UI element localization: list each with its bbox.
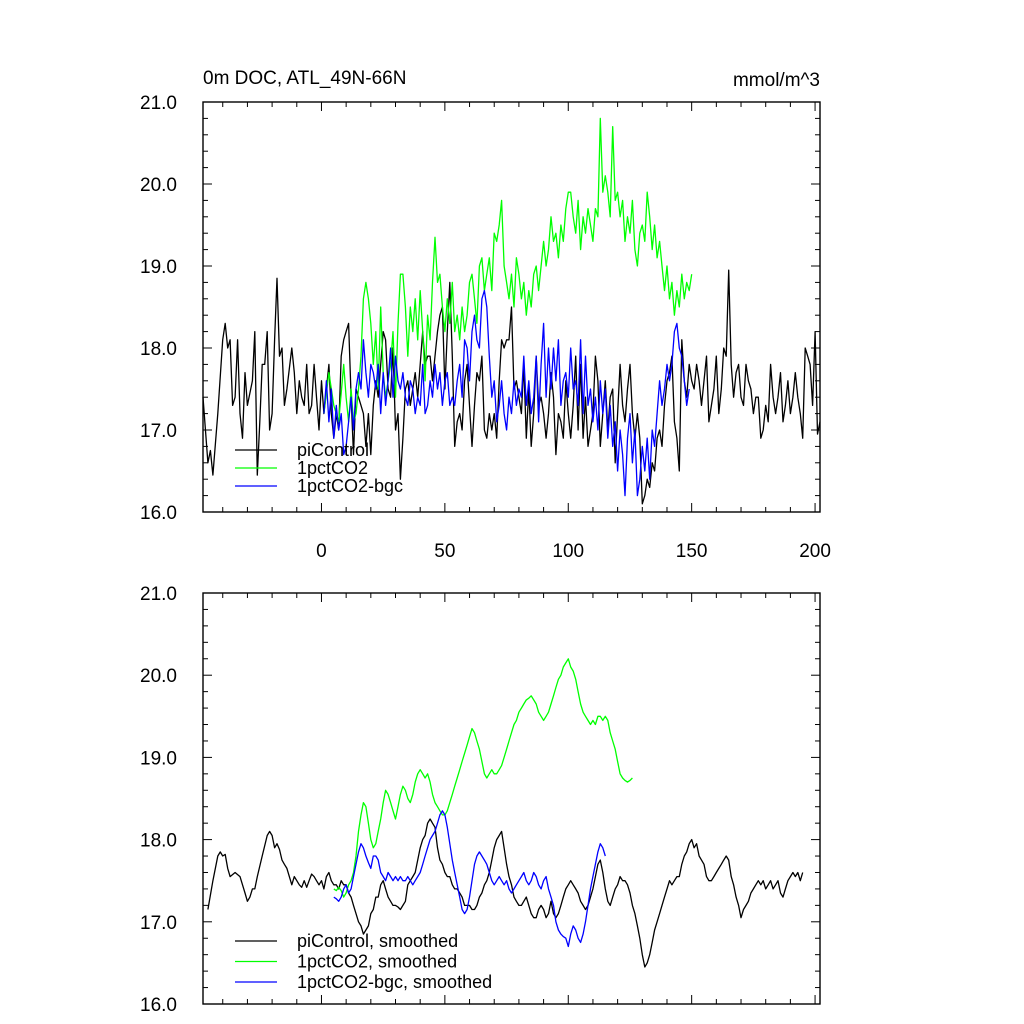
panel-top-xtick-labels: 0 50 100 150 200 xyxy=(316,541,831,562)
series-line-picontrol xyxy=(202,269,821,505)
xtick-label: 0 xyxy=(316,541,327,562)
legend-label: 1pctCO2-bgc, smoothed xyxy=(297,972,492,992)
panel-top: 0m DOC, ATL_49N-66N mmol/m^3 16.0 17.0 18.… xyxy=(140,68,831,562)
panel-bottom: 16.0 17.0 18.0 19.0 20.0 21.0 piControl, smoo… xyxy=(140,584,821,1016)
panel-top-ytick-labels: 16.0 17.0 18.0 19.0 20.0 21.0 xyxy=(140,93,177,524)
ytick-label: 19.0 xyxy=(140,748,177,769)
panel-bottom-ytick-labels: 16.0 17.0 18.0 19.0 20.0 21.0 xyxy=(140,584,177,1016)
legend-label: piControl xyxy=(297,440,369,460)
xtick-label: 200 xyxy=(799,541,831,562)
panel-bottom-frame xyxy=(202,592,821,1005)
panel-top-series xyxy=(202,117,821,505)
panel-top-frame xyxy=(202,101,821,513)
series-line-1pctco2-smoothed xyxy=(333,658,633,898)
ytick-label: 16.0 xyxy=(140,503,177,524)
panel-top-units: mmol/m^3 xyxy=(733,70,820,91)
series-line-1pctco2-bgc xyxy=(323,289,690,497)
legend-label: 1pctCO2-bgc xyxy=(297,476,403,496)
legend-label: piControl, smoothed xyxy=(297,931,458,951)
xtick-label: 150 xyxy=(676,541,708,562)
series-line-1pctco2 xyxy=(323,117,693,423)
ytick-label: 18.0 xyxy=(140,831,177,852)
panel-bottom-series xyxy=(207,658,804,968)
ytick-label: 21.0 xyxy=(140,93,177,114)
ytick-label: 17.0 xyxy=(140,913,177,934)
ytick-label: 21.0 xyxy=(140,584,177,605)
xtick-label: 50 xyxy=(434,541,455,562)
ytick-label: 20.0 xyxy=(140,666,177,687)
panel-bottom-ticks xyxy=(203,592,820,1005)
ytick-label: 19.0 xyxy=(140,257,177,278)
ytick-label: 18.0 xyxy=(140,339,177,360)
ytick-label: 20.0 xyxy=(140,175,177,196)
ytick-label: 16.0 xyxy=(140,995,177,1016)
panel-top-title: 0m DOC, ATL_49N-66N xyxy=(203,68,406,89)
ytick-label: 17.0 xyxy=(140,421,177,442)
series-line-picontrol-smoothed xyxy=(207,818,804,968)
legend-label: 1pctCO2, smoothed xyxy=(297,952,457,972)
series-line-1pctco2-bgc-smoothed xyxy=(333,810,606,948)
legend-label: 1pctCO2 xyxy=(297,458,368,478)
xtick-label: 100 xyxy=(552,541,584,562)
